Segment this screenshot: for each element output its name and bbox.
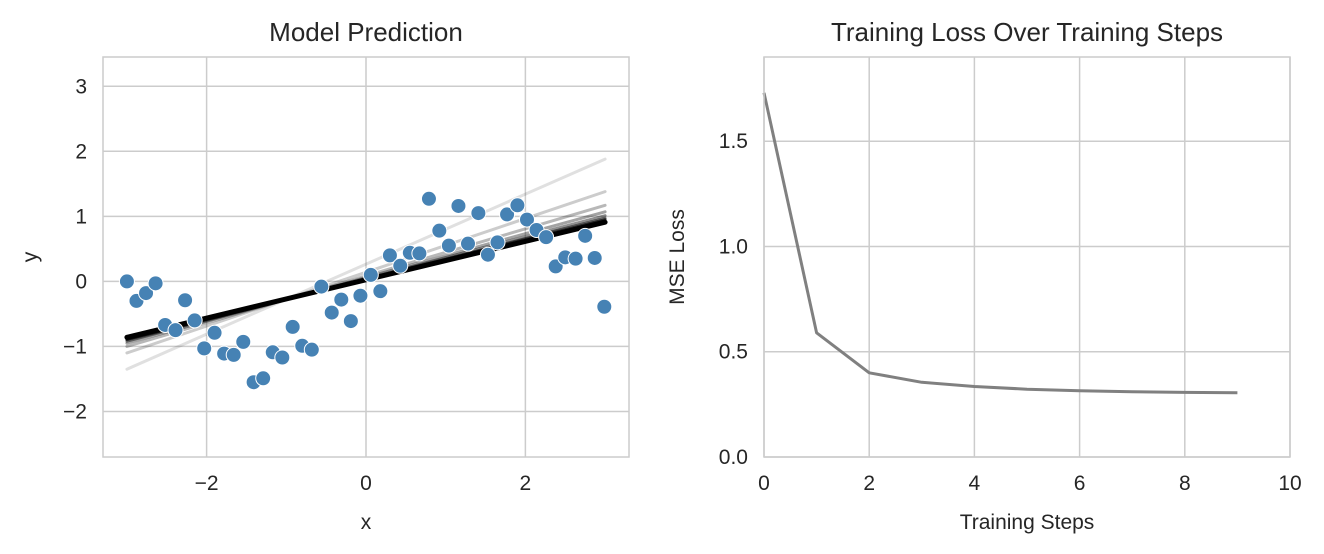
scatter-point	[372, 283, 389, 300]
left-tick-labels: −2 0 2 −2 −1 0 1 2 3	[63, 75, 531, 495]
x-tick-label: 6	[1074, 472, 1086, 495]
scatter-point	[274, 349, 291, 366]
scatter-point	[479, 246, 496, 263]
y-tick-label: 1.0	[719, 235, 748, 258]
x-tick-label: 2	[520, 472, 532, 495]
y-tick-label: −1	[63, 335, 87, 358]
right-axes-frame	[763, 56, 1291, 458]
x-tick-label: −2	[195, 472, 219, 495]
scatter-point	[440, 237, 457, 254]
loss-series	[762, 92, 1238, 395]
loss-line	[762, 92, 1238, 395]
y-tick-label: 3	[75, 75, 87, 98]
scatter-point	[362, 266, 379, 283]
scatter-point	[538, 229, 555, 246]
scatter-point	[460, 235, 477, 252]
left-grid	[103, 57, 629, 457]
scatter-point	[313, 278, 330, 295]
y-tick-label: −2	[63, 400, 87, 423]
scatter-point	[118, 273, 135, 290]
scatter-point	[431, 222, 448, 239]
left-y-axis-label: y	[19, 251, 42, 262]
scatter-point	[381, 247, 398, 264]
right-grid	[763, 57, 1291, 458]
x-tick-label: 0	[360, 472, 372, 495]
fit-line-step-0	[125, 157, 607, 371]
x-tick-label: 8	[1179, 472, 1191, 495]
scatter-point	[147, 275, 164, 292]
scatter-point	[323, 304, 340, 321]
scatter-point	[392, 257, 409, 274]
scatter-point	[411, 245, 428, 262]
scatter-point	[303, 341, 320, 358]
y-tick-label: 0	[75, 270, 87, 293]
left-chart-title: Model Prediction	[269, 17, 463, 47]
x-tick-label: 2	[863, 472, 875, 495]
scatter-point	[489, 234, 506, 251]
scatter-point	[225, 346, 242, 363]
y-tick-label: 1.5	[719, 130, 748, 153]
right-chart-title: Training Loss Over Training Steps	[831, 17, 1223, 47]
scatter-point	[206, 324, 223, 341]
scatter-point	[509, 197, 526, 214]
scatter-points	[118, 190, 613, 391]
right-y-axis-label: MSE Loss	[666, 209, 689, 305]
x-tick-label: 4	[969, 472, 981, 495]
y-tick-label: 0.0	[719, 446, 748, 469]
scatter-point	[342, 313, 359, 330]
x-tick-label: 10	[1278, 472, 1301, 495]
left-x-axis-label: x	[361, 511, 372, 534]
scatter-point	[352, 287, 369, 304]
scatter-point	[138, 285, 155, 302]
scatter-point	[577, 227, 594, 244]
scatter-point	[177, 292, 194, 309]
scatter-point	[186, 312, 203, 329]
scatter-point	[284, 318, 301, 335]
model-prediction-panel: −2 0 2 −2 −1 0 1 2 3 Model Prediction x y	[19, 17, 630, 534]
scatter-point	[235, 333, 252, 350]
right-tick-labels: 0 2 4 6 8 10 0.0 0.5 1.0 1.5	[719, 130, 1302, 495]
scatter-point	[333, 291, 350, 308]
scatter-point	[567, 250, 584, 267]
scatter-point	[420, 190, 437, 207]
y-tick-label: 2	[75, 140, 87, 163]
training-loss-panel: 0 2 4 6 8 10 0.0 0.5 1.0 1.5 Training Loss Over T…	[666, 17, 1302, 534]
scatter-point	[470, 205, 487, 222]
scatter-point	[196, 340, 213, 357]
scatter-point	[518, 211, 535, 228]
scatter-point	[255, 370, 272, 387]
scatter-point	[586, 249, 603, 266]
scatter-point	[450, 197, 467, 214]
scatter-point	[596, 298, 613, 315]
x-tick-label: 0	[758, 472, 770, 495]
y-tick-label: 0.5	[719, 341, 748, 364]
y-tick-label: 1	[75, 205, 87, 228]
scatter-point	[167, 322, 184, 339]
left-axes-frame	[102, 56, 630, 458]
scatter-point	[499, 206, 516, 223]
right-x-axis-label: Training Steps	[960, 511, 1095, 534]
